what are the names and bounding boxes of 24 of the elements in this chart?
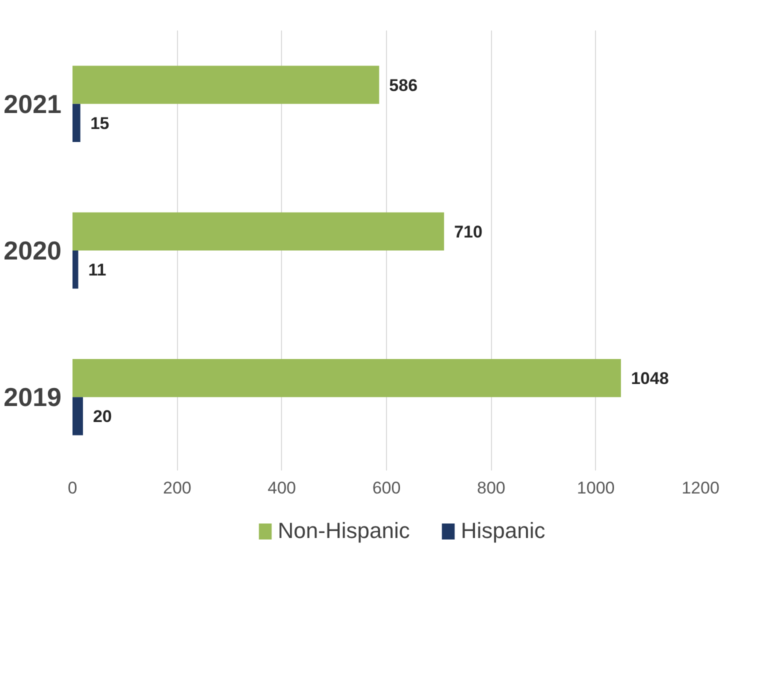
y-tick-label: 2019	[4, 382, 62, 412]
bar	[72, 66, 380, 104]
bar	[72, 359, 621, 398]
data-label: 11	[88, 260, 106, 280]
bar	[72, 250, 78, 289]
x-tick-label: 1200	[682, 478, 720, 498]
y-tick-label: 2020	[4, 236, 62, 266]
legend-label: Hispanic	[460, 518, 546, 544]
bar	[72, 212, 444, 250]
bar	[72, 104, 80, 142]
legend-label: Non-Hispanic	[278, 518, 410, 544]
x-tick-label: 0	[68, 478, 78, 498]
data-label: 20	[92, 407, 112, 426]
data-label: 710	[454, 222, 482, 242]
data-label: 586	[389, 76, 418, 95]
y-tick-label: 2021	[4, 88, 62, 119]
x-tick-label: 800	[476, 478, 506, 498]
data-label: 15	[90, 114, 110, 133]
data-label: 1048	[630, 369, 669, 388]
x-tick-label: 1000	[576, 478, 615, 498]
bar	[72, 397, 83, 436]
x-tick-label: 400	[268, 478, 296, 498]
x-tick-label: 600	[372, 478, 401, 498]
x-tick-label: 200	[162, 478, 192, 498]
